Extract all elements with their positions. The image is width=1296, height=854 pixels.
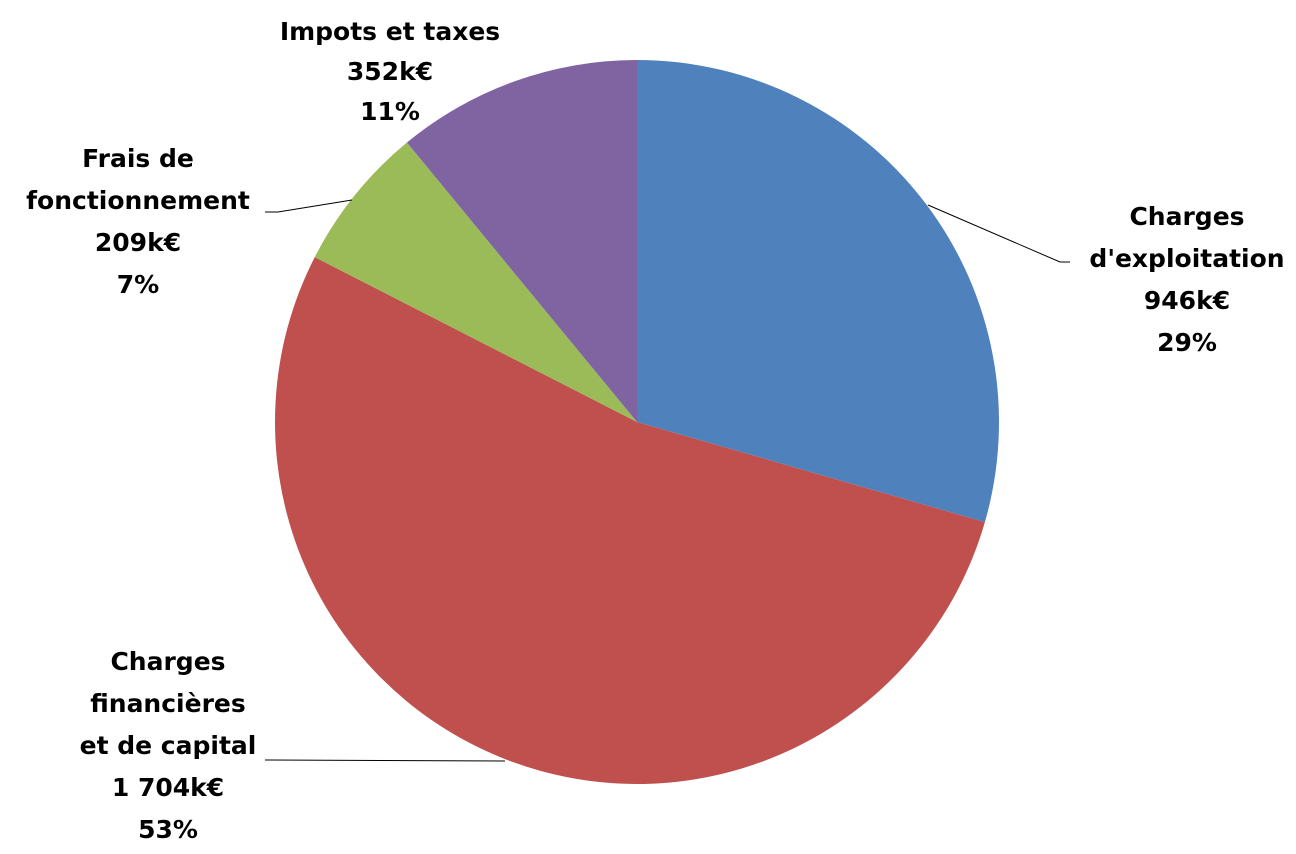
pie-slice <box>314 142 637 422</box>
data-label-percent: 11% <box>360 97 420 126</box>
data-label-category-line: d'exploitation <box>1089 244 1284 273</box>
data-label-value: 946k€ <box>1144 286 1230 315</box>
leader-line <box>927 204 1070 263</box>
leader-line <box>265 759 506 762</box>
leader-lines <box>265 199 1070 762</box>
pie-slice <box>637 60 999 523</box>
data-label-category-line: financières <box>90 689 246 718</box>
data-label-category-line: et de capital <box>80 731 257 760</box>
data-label-value: 352k€ <box>347 57 433 86</box>
data-label-percent: 7% <box>117 270 159 299</box>
pie-slice <box>406 60 637 422</box>
data-label: Charges financières et de capital 1 704k€ 53… <box>80 647 257 844</box>
data-label: Impots et taxes 352k€ 11% <box>280 17 500 126</box>
data-label-value: 1 704k€ <box>112 773 224 802</box>
data-labels: Charges d'exploitation 946k€ 29% Charges fina… <box>26 17 1284 844</box>
data-label-category-line: fonctionnement <box>26 186 250 215</box>
leader-line <box>265 199 353 213</box>
data-label-value: 209k€ <box>95 228 181 257</box>
pie-slice <box>275 257 985 784</box>
data-label-category-line: Impots et taxes <box>280 17 500 46</box>
data-label-percent: 29% <box>1157 328 1217 357</box>
data-label-percent: 53% <box>138 815 198 844</box>
pie-slices <box>275 60 999 784</box>
data-label-category-line: Charges <box>110 647 225 676</box>
data-label: Frais de fonctionnement 209k€ 7% <box>26 144 250 299</box>
data-label: Charges d'exploitation 946k€ 29% <box>1089 202 1284 357</box>
data-label-category-line: Charges <box>1129 202 1244 231</box>
data-label-category-line: Frais de <box>82 144 194 173</box>
